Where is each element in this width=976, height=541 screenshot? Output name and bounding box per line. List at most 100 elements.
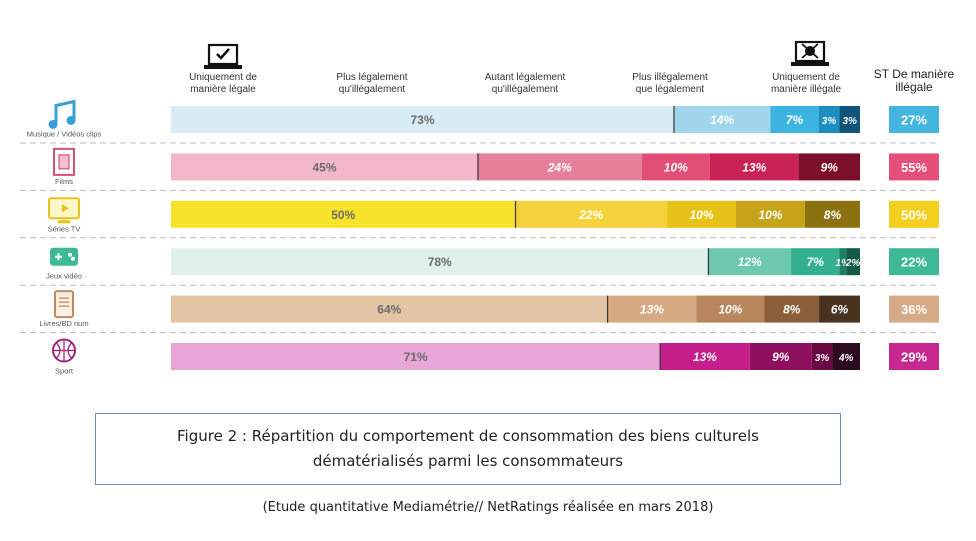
bar-segment	[477, 153, 642, 181]
bar-segment	[673, 106, 771, 133]
segment-label: 4%	[838, 353, 854, 364]
bar-row: Films 45% 24% 10% 13% 9% 55%	[53, 147, 939, 186]
bar-segment	[819, 295, 860, 323]
bar-row: Livres/BD num 64% 13% 10% 8% 6% 36%	[39, 290, 939, 328]
film-cell	[58, 154, 70, 170]
bar-segment	[171, 343, 661, 370]
segment-label: 9%	[821, 160, 839, 174]
music-note-icon	[48, 99, 76, 129]
bar-segment	[764, 295, 820, 323]
laptop-base	[791, 62, 829, 66]
bar-segment	[804, 200, 860, 228]
bar-segment	[839, 248, 847, 276]
bar-segment	[171, 153, 478, 181]
bar-segment	[832, 343, 860, 370]
total-label: 27%	[901, 113, 927, 128]
segment-label: 7%	[807, 255, 825, 269]
bar-row: Musique / Vidéos clips 73% 14% 7% 3% 3% 27%	[27, 99, 939, 139]
play-glyph	[62, 204, 69, 213]
segment-label: 10%	[718, 303, 742, 317]
bar-segment	[735, 200, 805, 228]
crossbones-icon	[801, 43, 819, 59]
dpad	[55, 253, 62, 261]
bar-row: Sport 71% 13% 9% 3% 4% 29%	[52, 338, 939, 376]
column-header-1: Uniquement de	[189, 72, 257, 83]
row-label: Sport	[55, 367, 74, 376]
bar-segment	[660, 343, 750, 370]
bar-segment	[839, 106, 860, 133]
note-stem	[54, 99, 76, 124]
total-label: 29%	[901, 350, 927, 365]
text-lines	[59, 297, 69, 307]
segment-label: 7%	[786, 113, 804, 127]
segment-label: 8%	[783, 303, 801, 317]
segment-label: 9%	[772, 350, 790, 364]
bar-segment	[515, 200, 668, 228]
column-header-5: manière illégale	[771, 84, 841, 95]
tablet-frame	[54, 290, 74, 319]
bar-segment	[818, 106, 840, 133]
bar-segment	[846, 248, 860, 276]
column-header-4: Plus illégalement	[632, 72, 708, 83]
gamepad-body	[50, 247, 78, 266]
bar-segment	[811, 343, 833, 370]
total-label: 50%	[901, 207, 927, 222]
bar-segment	[171, 295, 608, 323]
bar-segment	[791, 248, 840, 276]
segment-label: 13%	[693, 350, 717, 364]
segment-label: 22%	[578, 208, 603, 222]
basketball-icon	[52, 338, 76, 363]
film-strip-icon	[53, 147, 75, 176]
segment-label: 8%	[824, 208, 842, 222]
button-b	[71, 256, 75, 261]
note-head	[66, 116, 76, 125]
segment-label: 10%	[664, 160, 688, 174]
tv-stand	[58, 220, 70, 224]
tablet-book-icon	[54, 290, 74, 319]
segment-label: 24%	[547, 160, 572, 174]
bar-segment	[607, 295, 697, 323]
column-header-4: que légalement	[636, 84, 705, 95]
segment-label: 12%	[738, 255, 762, 269]
column-header-5: Uniquement de	[772, 72, 840, 83]
segment-label: 13%	[742, 160, 766, 174]
bar-row: Jeux vidéo 78% 12% 7% 1%2% 22%	[46, 247, 939, 281]
checkmark-icon	[216, 48, 230, 60]
segment-label: 6%	[831, 303, 849, 317]
row-label: Films	[55, 177, 73, 186]
total-label: 36%	[901, 302, 927, 317]
button-a	[68, 252, 72, 257]
column-header-1: manière légale	[190, 84, 256, 95]
segment-label: 13%	[640, 303, 664, 317]
total-box	[889, 295, 939, 323]
row-label: Jeux vidéo	[46, 272, 82, 281]
column-header-3: qu'illégalement	[492, 84, 559, 95]
segment-label: 64%	[377, 303, 401, 317]
segment-label: 71%	[404, 350, 428, 364]
segment-label: 10%	[690, 208, 714, 222]
segment-label: 1%	[836, 258, 851, 269]
total-label: 22%	[901, 255, 927, 270]
column-header-2: qu'illégalement	[339, 84, 406, 95]
segment-label: 3%	[822, 116, 837, 127]
segment-label: 3%	[815, 353, 830, 364]
bar-row: Séries TV 50% 22% 10% 10% 8% 50%	[48, 197, 939, 233]
bar-segment	[171, 106, 674, 133]
segment-label: 2%	[845, 258, 861, 269]
segment-label: 10%	[758, 208, 782, 222]
bar-segment	[171, 200, 516, 228]
segment-label: 14%	[710, 113, 734, 127]
total-box	[889, 248, 939, 276]
segment-label: 3%	[842, 116, 857, 127]
bar-segment	[709, 153, 799, 181]
note-head	[48, 120, 58, 129]
bar-segment	[171, 248, 709, 276]
source-note: (Etude quantitative Mediamétrie// NetRat…	[262, 500, 714, 515]
column-header-2: Plus légalement	[336, 72, 407, 83]
total-box	[889, 343, 939, 370]
segment-label: 50%	[331, 208, 355, 222]
bar-segment	[798, 153, 860, 181]
total-box	[889, 153, 939, 181]
gamepad-icon	[50, 247, 78, 266]
